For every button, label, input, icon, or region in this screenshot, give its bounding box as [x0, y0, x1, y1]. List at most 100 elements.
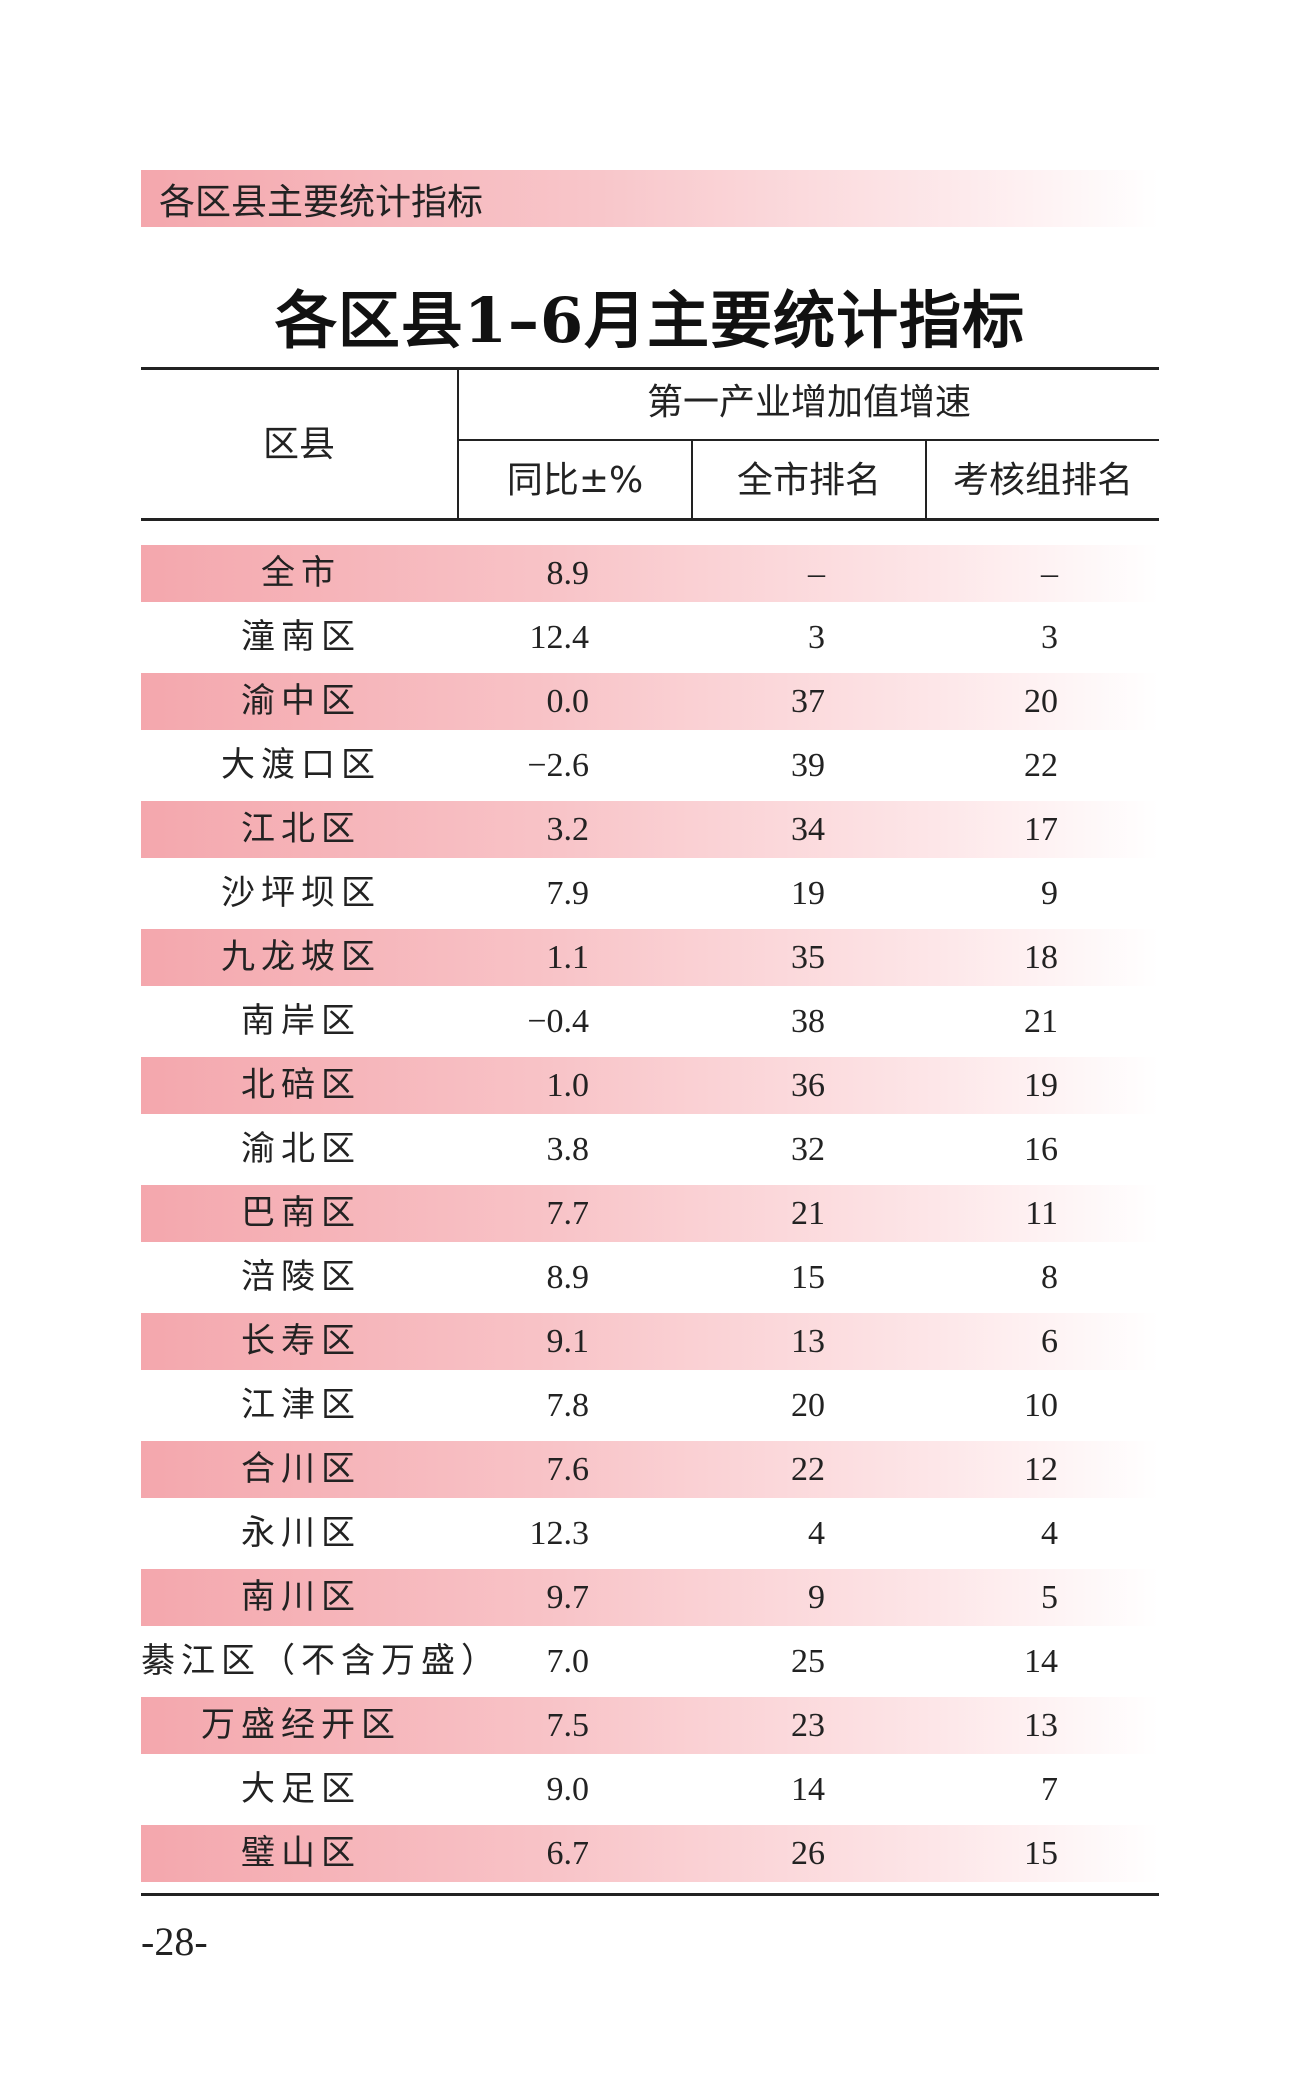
group-rank-value: 15: [1024, 1835, 1058, 1872]
header-mid-rule: [457, 439, 1159, 441]
city-rank-value: 25: [791, 1643, 825, 1680]
table-row: 江北区 3.2 34 17: [141, 801, 1159, 865]
city-rank-value: 32: [791, 1131, 825, 1168]
group-rank-value: 13: [1024, 1707, 1058, 1744]
group-rank-value: 9: [1041, 875, 1058, 912]
city-rank-value: 19: [791, 875, 825, 912]
table-bottom-rule: [141, 1893, 1159, 1896]
table-row: 南川区 9.7 9 5: [141, 1569, 1159, 1633]
district-name: 涪陵区: [241, 1257, 361, 1297]
district-name: 沙坪坝区: [221, 873, 381, 913]
yoy-value: 0.0: [546, 683, 590, 720]
district-name: 长寿区: [241, 1321, 361, 1361]
city-rank-value: 14: [791, 1771, 825, 1808]
table-row: 璧山区 6.7 26 15: [141, 1825, 1159, 1889]
group-rank-value: 4: [1041, 1515, 1058, 1552]
district-name: 永川区: [241, 1513, 361, 1553]
city-rank-value: 22: [791, 1451, 825, 1488]
city-rank-value: 26: [791, 1835, 825, 1872]
district-name: 南岸区: [241, 1001, 361, 1041]
yoy-value: 7.6: [546, 1451, 590, 1488]
table-row: 涪陵区 8.9 15 8: [141, 1249, 1159, 1313]
table-row: 全市 8.9 – –: [141, 545, 1159, 609]
table-row: 永川区 12.3 4 4: [141, 1505, 1159, 1569]
district-name: 大足区: [241, 1769, 361, 1809]
district-name: 渝中区: [241, 681, 361, 721]
group-rank-value: 18: [1024, 939, 1058, 976]
table-row: 南岸区 −0.4 38 21: [141, 993, 1159, 1057]
group-rank-value: 17: [1024, 811, 1058, 848]
yoy-value: 1.1: [546, 939, 590, 976]
district-name: 綦江区（不含万盛）: [141, 1641, 501, 1681]
city-rank-value: 13: [791, 1323, 825, 1360]
table-row: 沙坪坝区 7.9 19 9: [141, 865, 1159, 929]
yoy-value: 3.2: [546, 811, 590, 848]
section-band: 各区县主要统计指标: [141, 170, 1159, 227]
city-rank-value: 4: [808, 1515, 825, 1552]
city-rank-value: –: [808, 555, 825, 592]
group-rank-value: 11: [1025, 1195, 1058, 1232]
yoy-value: 9.0: [546, 1771, 590, 1808]
group-rank-value: 10: [1024, 1387, 1058, 1424]
district-name: 北碚区: [241, 1065, 361, 1105]
table-row: 巴南区 7.7 21 11: [141, 1185, 1159, 1249]
yoy-value: 8.9: [546, 1259, 590, 1296]
yoy-value: 7.5: [546, 1707, 590, 1744]
group-rank-value: 8: [1041, 1259, 1058, 1296]
group-rank-value: 3: [1041, 619, 1058, 656]
yoy-value: 7.8: [546, 1387, 590, 1424]
table-row: 北碚区 1.0 36 19: [141, 1057, 1159, 1121]
table-row: 江津区 7.8 20 10: [141, 1377, 1159, 1441]
yoy-value: 7.7: [546, 1195, 590, 1232]
city-rank-value: 15: [791, 1259, 825, 1296]
city-rank-value: 36: [791, 1067, 825, 1104]
table-row: 渝中区 0.0 37 20: [141, 673, 1159, 737]
table-row: 綦江区（不含万盛） 7.0 25 14: [141, 1633, 1159, 1697]
yoy-value: 8.9: [546, 555, 590, 592]
table-row: 大足区 9.0 14 7: [141, 1761, 1159, 1825]
page-title: 各区县1–6月主要统计指标: [274, 284, 1026, 357]
city-rank-value: 21: [791, 1195, 825, 1232]
table-row: 潼南区 12.4 3 3: [141, 609, 1159, 673]
yoy-value: 9.7: [546, 1579, 590, 1616]
yoy-value: 9.1: [546, 1323, 590, 1360]
group-rank-value: 7: [1041, 1771, 1058, 1808]
city-rank-value: 9: [808, 1579, 825, 1616]
table-row: 九龙坡区 1.1 35 18: [141, 929, 1159, 993]
city-rank-value: 38: [791, 1003, 825, 1040]
group-rank-value: 16: [1024, 1131, 1058, 1168]
district-name: 巴南区: [241, 1193, 361, 1233]
page-number: -28-: [141, 1919, 208, 1964]
city-rank-value: 39: [791, 747, 825, 784]
district-name: 全市: [261, 553, 341, 593]
table-body: 全市 8.9 – – 潼南区 12.4 3 3 渝中区 0.0 37 20 大渡口区 −2.6 39 22 江北…: [141, 545, 1159, 1889]
header-group-rank: 考核组排名: [952, 460, 1133, 501]
header-divider-3: [925, 439, 927, 520]
city-rank-value: 3: [808, 619, 825, 656]
yoy-value: 7.0: [546, 1643, 590, 1680]
header-top-rule: [141, 367, 1159, 370]
city-rank-value: 35: [791, 939, 825, 976]
group-rank-value: 19: [1024, 1067, 1058, 1104]
city-rank-value: 34: [791, 811, 825, 848]
district-name: 九龙坡区: [221, 937, 381, 977]
table-row: 合川区 7.6 22 12: [141, 1441, 1159, 1505]
yoy-value: −0.4: [527, 1003, 589, 1040]
group-rank-value: 12: [1024, 1451, 1058, 1488]
header-yoy: 同比±%: [506, 460, 644, 501]
table-row: 渝北区 3.8 32 16: [141, 1121, 1159, 1185]
header-group: 第一产业增加值增速: [646, 382, 971, 423]
district-name: 江津区: [241, 1385, 361, 1425]
district-name: 江北区: [241, 809, 361, 849]
table-header: 区县 第一产业增加值增速 同比±% 全市排名 考核组排名: [141, 367, 1159, 523]
header-bottom-rule: [141, 518, 1159, 521]
yoy-value: −2.6: [527, 747, 589, 784]
city-rank-value: 20: [791, 1387, 825, 1424]
yoy-value: 12.4: [529, 619, 590, 656]
group-rank-value: –: [1041, 555, 1058, 592]
group-rank-value: 14: [1024, 1643, 1058, 1680]
district-name: 潼南区: [241, 617, 361, 657]
header-district: 区县: [262, 424, 335, 465]
district-name: 万盛经开区: [201, 1705, 401, 1745]
group-rank-value: 20: [1024, 683, 1058, 720]
